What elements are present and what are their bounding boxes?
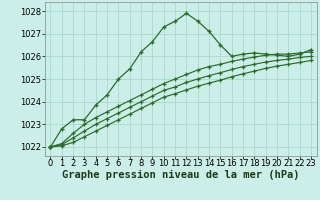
X-axis label: Graphe pression niveau de la mer (hPa): Graphe pression niveau de la mer (hPa) <box>62 170 300 180</box>
